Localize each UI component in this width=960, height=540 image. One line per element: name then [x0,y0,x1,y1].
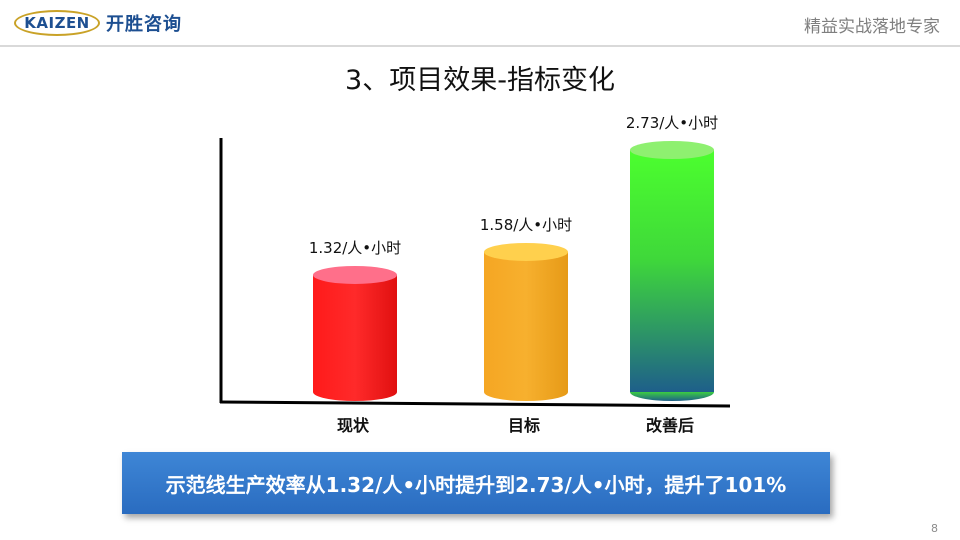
bar-body [484,251,568,392]
bar-2 [484,242,568,401]
bar-data-label: 1.32/人•小时 [309,239,401,257]
summary-banner: 示范线生产效率从1.32/人•小时提升到2.73/人•小时，提升了101% [122,452,830,514]
bar-top [484,242,568,261]
bar-3 [630,141,714,401]
bar-top [313,265,397,284]
bar-1 [313,265,397,401]
logo-text-en: KAIZEN [24,14,90,32]
bar-top [630,141,714,159]
logo-badge: KAIZEN [14,10,100,36]
bar-data-label: 2.73/人•小时 [626,114,718,132]
category-label: 目标 [508,416,540,435]
x-axis [219,400,731,408]
category-label: 改善后 [646,416,694,435]
bar-body [313,274,397,392]
bar-body [630,150,714,392]
slide-title: 3、项目效果-指标变化 [345,65,615,96]
header-divider [0,45,960,47]
bar-data-label: 1.58/人•小时 [480,216,572,234]
company-logo: KAIZEN 开胜咨询 [14,7,182,39]
page-number: 8 [931,522,938,535]
logo-text-cn: 开胜咨询 [106,14,182,35]
category-label: 现状 [337,416,370,435]
slide-header: KAIZEN 开胜咨询 精益实战落地专家 [0,0,960,47]
slogan: 精益实战落地专家 [804,17,940,37]
